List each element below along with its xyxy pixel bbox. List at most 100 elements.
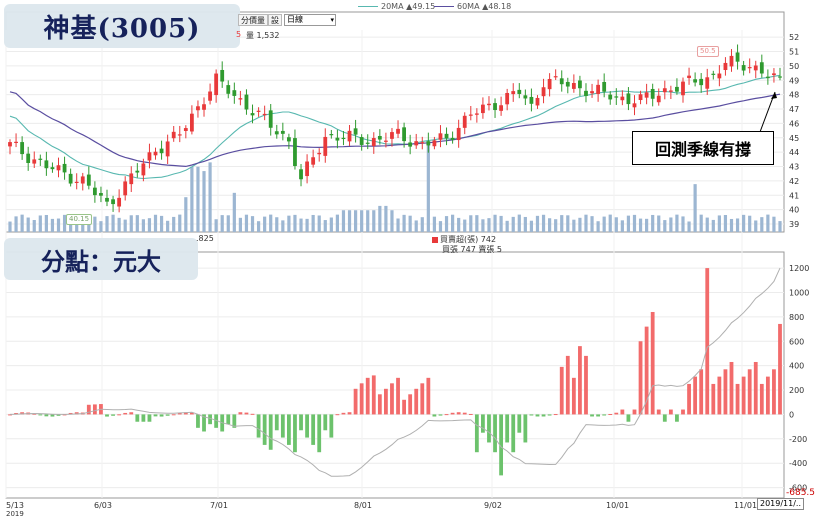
volume-bar (153, 214, 158, 232)
candle-body (778, 76, 782, 78)
volume-profile-button[interactable]: 分價量 (238, 14, 268, 26)
candle-body (244, 94, 249, 110)
candle-body (620, 96, 625, 101)
net-flow-bar (371, 375, 376, 415)
net-flow-bar (493, 414, 497, 453)
candle-body (92, 187, 97, 196)
volume-bar (596, 221, 600, 232)
cumulative-flow-line (9, 267, 781, 477)
candle-body (311, 157, 316, 165)
candle-body (687, 75, 691, 79)
net-flow-bar (153, 414, 158, 417)
net-flow-bar (293, 414, 297, 453)
net-flow-bar (741, 376, 746, 415)
net-flow-bar (183, 412, 188, 415)
volume-bar (190, 166, 194, 232)
net-flow-bar (723, 369, 728, 415)
net-flow-bar (111, 414, 115, 416)
net-flow-bar (250, 413, 255, 415)
net-flow-bar (177, 412, 182, 415)
flow-tick-label: -600 (789, 484, 807, 493)
period-select[interactable]: 日線 ▾ (284, 14, 336, 26)
candle-body (511, 91, 516, 95)
net-flow-bar (377, 394, 382, 415)
candle-body (202, 104, 206, 110)
candle-body (371, 138, 376, 146)
candle-body (44, 160, 49, 169)
volume-bar (614, 217, 618, 232)
net-flow-bar (202, 414, 206, 432)
volume-bar (141, 219, 145, 232)
volume-bar (147, 218, 152, 232)
price-tick-label: 44 (789, 148, 799, 157)
net-flow-bar (256, 414, 261, 438)
volume-bar (699, 214, 703, 232)
legend-ma20-label: 20MA ▲49.15 (381, 2, 436, 11)
volume-bar (8, 221, 12, 232)
candle-body (111, 199, 115, 205)
volume-bar (208, 162, 212, 232)
candle-body (250, 113, 255, 116)
volume-bar (184, 197, 188, 232)
net-flow-bar (535, 414, 540, 417)
volume-bar (366, 210, 370, 232)
candle-body (432, 140, 437, 147)
net-flow-bar (147, 414, 152, 422)
net-flow-bar (347, 412, 352, 415)
volume-bar (256, 221, 261, 232)
volume-bar (705, 217, 709, 232)
volume-bar (335, 214, 340, 232)
candle-body (602, 81, 607, 92)
net-flow-bar (420, 383, 425, 415)
net-flow-bar (638, 341, 643, 415)
flow-tick-label: -200 (789, 435, 807, 444)
candle-body (450, 137, 455, 140)
net-flow-bar (50, 414, 55, 417)
net-flow-bar (408, 394, 413, 415)
net-flow-bar (317, 414, 322, 453)
net-flow-bar (747, 369, 752, 415)
candle-body (765, 76, 770, 79)
net-flow-bar (511, 414, 516, 453)
net-flow-bar (590, 414, 594, 417)
volume-bar (232, 192, 236, 232)
net-flow-bar (711, 383, 716, 415)
date-cursor-box: 2019/11/.. (757, 498, 805, 510)
net-buy-swatch (432, 236, 438, 243)
candle-body (584, 90, 588, 96)
net-flow-bar (20, 412, 25, 415)
volume-label: 量 1,532 (246, 31, 280, 40)
net-flow-bar (208, 414, 212, 425)
net-flow-bar (384, 388, 388, 415)
candle-body (553, 76, 558, 78)
amount-label: .825 (196, 234, 214, 243)
flow-tick-label: 400 (789, 362, 804, 371)
volume-bar (311, 214, 315, 232)
candle-body (747, 67, 752, 69)
candle-body (262, 113, 267, 116)
candle-body (590, 91, 594, 94)
volume-bar (638, 218, 643, 232)
date-tick-label: 7/01 (210, 501, 228, 510)
flow-tick-label: -400 (789, 459, 807, 468)
candle-body (596, 84, 601, 94)
price-tick-label: 43 (789, 163, 799, 172)
candle-body (668, 90, 673, 92)
volume-bar (372, 210, 376, 232)
net-flow-bar (274, 414, 279, 431)
net-flow-bar (280, 414, 285, 438)
volume-bar (159, 215, 164, 232)
candle-body (226, 85, 231, 94)
candle-body (353, 128, 358, 135)
candle-body (189, 113, 194, 132)
net-flow-bar (541, 414, 546, 417)
candle-body (377, 135, 382, 140)
candle-body (335, 137, 340, 141)
volume-bar (626, 215, 631, 232)
volume-bar (26, 217, 30, 232)
volume-bar (760, 217, 764, 232)
net-flow-bar (687, 383, 691, 415)
date-tick-label: 11/01 (734, 501, 757, 510)
settings-button[interactable]: 設 (268, 14, 282, 26)
volume-bar (499, 215, 503, 232)
